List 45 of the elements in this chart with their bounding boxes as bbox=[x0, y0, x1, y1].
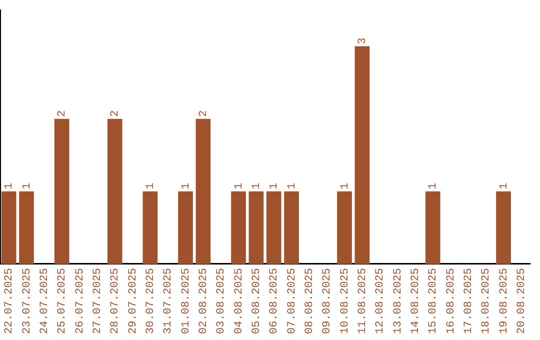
data-label: 3 bbox=[357, 38, 370, 44]
x-tick-label: 16.08.2025 bbox=[445, 268, 458, 334]
x-tick-label: 05.08.2025 bbox=[251, 268, 264, 334]
x-tick-label: 04.08.2025 bbox=[233, 268, 246, 334]
x-tick-label: 13.08.2025 bbox=[392, 268, 404, 334]
x-tick-label: 06.08.2025 bbox=[268, 268, 281, 334]
x-tick-label: 11.08.2025 bbox=[357, 268, 370, 334]
data-label: 1 bbox=[4, 182, 16, 190]
data-label: 1 bbox=[428, 182, 440, 190]
x-tick-label: 02.08.2025 bbox=[198, 268, 210, 334]
x-tick-label: 28.07.2025 bbox=[110, 268, 122, 334]
data-label: 1 bbox=[268, 182, 281, 190]
x-tick-label: 01.08.2025 bbox=[180, 268, 192, 334]
data-label: 1 bbox=[145, 182, 158, 190]
data-label: 1 bbox=[251, 182, 264, 190]
x-tick-label: 25.07.2025 bbox=[56, 268, 69, 334]
data-label: 1 bbox=[498, 182, 510, 190]
x-tick-label: 27.07.2025 bbox=[92, 268, 104, 334]
data-label: 2 bbox=[110, 110, 122, 117]
x-tick-label: 17.08.2025 bbox=[463, 268, 476, 334]
data-label: 2 bbox=[56, 110, 69, 117]
x-tick-label: 15.08.2025 bbox=[428, 268, 440, 334]
x-tick-label: 31.07.2025 bbox=[162, 268, 175, 334]
x-tick-label: 10.08.2025 bbox=[339, 268, 352, 334]
x-tick-label: 22.07.2025 bbox=[4, 268, 16, 334]
x-tick-label: 09.08.2025 bbox=[322, 268, 334, 334]
x-tick-label: 14.08.2025 bbox=[410, 268, 422, 334]
x-tick-label: 29.07.2025 bbox=[127, 268, 140, 334]
x-tick-label: 30.07.2025 bbox=[145, 268, 158, 334]
data-label: 1 bbox=[286, 182, 298, 190]
data-label: 1 bbox=[180, 182, 192, 190]
x-tick-label: 24.07.2025 bbox=[39, 268, 52, 334]
data-label: 2 bbox=[198, 110, 210, 117]
data-label: 1 bbox=[21, 182, 34, 190]
x-tick-label: 03.08.2025 bbox=[216, 268, 228, 334]
x-tick-label: 20.08.2025 bbox=[516, 268, 528, 334]
x-tick-label: 08.08.2025 bbox=[304, 268, 316, 334]
x-tick-label: 07.08.2025 bbox=[286, 268, 298, 334]
x-tick-label: 26.07.2025 bbox=[74, 268, 86, 334]
x-tick-label: 23.07.2025 bbox=[21, 268, 34, 334]
x-tick-label: 18.08.2025 bbox=[480, 268, 493, 334]
data-label: 1 bbox=[339, 182, 352, 190]
x-tick-label: 19.08.2025 bbox=[498, 268, 510, 334]
data-label: 1 bbox=[233, 182, 246, 190]
x-tick-label: 12.08.2025 bbox=[374, 268, 387, 334]
